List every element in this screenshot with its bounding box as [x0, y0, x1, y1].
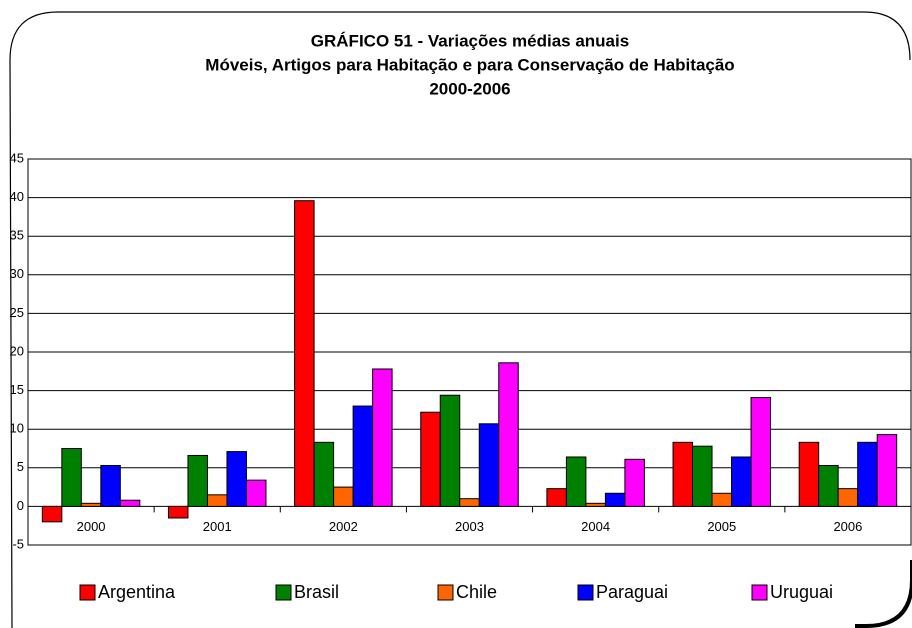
- bar: [818, 464, 839, 507]
- bar: [604, 492, 626, 507]
- bar: [711, 492, 733, 507]
- bar: [837, 488, 859, 507]
- bar: [206, 494, 228, 507]
- y-tick-label: 20: [10, 343, 24, 358]
- legend-label: Brasil: [294, 582, 339, 602]
- y-tick-label: 30: [10, 266, 24, 281]
- bar: [80, 502, 102, 507]
- bar: [672, 441, 694, 507]
- x-tick-label: 2002: [329, 519, 358, 534]
- bar: [478, 423, 500, 507]
- bar: [61, 448, 82, 507]
- bar: [585, 502, 606, 507]
- legend-swatch: [577, 584, 594, 601]
- frame-shadow: [855, 560, 912, 628]
- bar: [245, 479, 267, 507]
- bar: [439, 394, 461, 507]
- x-tick-label: 2006: [833, 519, 862, 534]
- legend-swatch: [751, 584, 768, 601]
- bar: [100, 464, 121, 507]
- bar: [41, 505, 63, 523]
- bar: [333, 486, 354, 507]
- y-tick-label: 0: [17, 498, 24, 513]
- legend-label: Chile: [456, 582, 497, 602]
- bar: [692, 445, 713, 507]
- bar: [167, 505, 189, 519]
- y-tick-label: 45: [10, 150, 24, 165]
- y-tick-label: 25: [10, 305, 24, 320]
- bar: [876, 434, 898, 507]
- y-tick-label: 35: [10, 228, 24, 243]
- chart-title: 2000-2006: [429, 79, 510, 98]
- bar: [352, 405, 374, 507]
- legend-swatch: [437, 584, 454, 601]
- bar: [565, 456, 587, 507]
- legend-label: Argentina: [98, 582, 176, 602]
- y-tick-label: -5: [12, 536, 24, 551]
- legend-label: Uruguai: [770, 582, 833, 602]
- legend-label: Paraguai: [596, 582, 668, 602]
- bar: [294, 200, 315, 507]
- x-tick-label: 2005: [707, 519, 736, 534]
- bar: [624, 458, 645, 507]
- bar: [119, 499, 141, 507]
- bar: [226, 451, 247, 507]
- x-tick-label: 2000: [77, 519, 106, 534]
- bar: [420, 411, 441, 507]
- x-tick-label: 2001: [203, 519, 232, 534]
- y-tick-label: 10: [10, 421, 24, 436]
- x-tick-label: 2003: [455, 519, 484, 534]
- bar: [798, 441, 820, 507]
- legend-swatch: [275, 584, 292, 601]
- bar: [313, 441, 335, 507]
- y-tick-label: 15: [10, 382, 24, 397]
- bar: [546, 488, 567, 507]
- frame: [9, 11, 911, 628]
- y-tick-label: 40: [10, 189, 24, 204]
- bar: [459, 498, 480, 507]
- bar: [857, 441, 878, 507]
- bar: [498, 362, 519, 507]
- x-tick-label: 2004: [581, 519, 610, 534]
- bar: [731, 456, 752, 507]
- bar: [187, 454, 208, 507]
- bar: [372, 368, 393, 507]
- legend-swatch: [79, 584, 96, 601]
- y-tick-label: 5: [17, 459, 24, 474]
- chart-title: Móveis, Artigos para Habitação e para Co…: [205, 55, 734, 74]
- chart-title: GRÁFICO 51 - Variações médias anuais: [311, 31, 629, 50]
- bar: [750, 397, 772, 507]
